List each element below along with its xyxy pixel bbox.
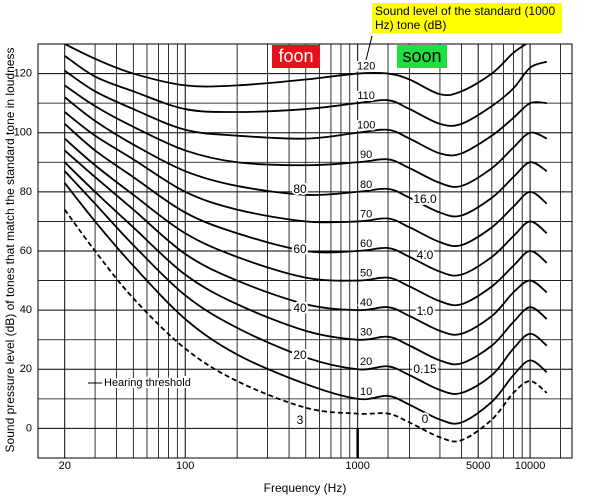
x-tick-label: 20: [59, 460, 71, 472]
phon-label: 60: [293, 242, 307, 256]
curve-label: 80: [360, 179, 372, 191]
plot-frame: [37, 43, 573, 459]
curve-label: 30: [360, 327, 372, 339]
curve-label: Hearing threshold: [104, 377, 191, 389]
y-axis-label: Sound pressure level (dB) of tones that …: [3, 48, 17, 453]
phon-label: 80: [293, 182, 307, 196]
curve-label: 60: [360, 238, 372, 250]
labels: 20 100 1000 5000 10000020406080100120Hearing…: [14, 58, 546, 472]
loudness-curve: [63, 209, 548, 443]
x-tick-label: 5000: [466, 460, 490, 472]
curve-label: 70: [360, 208, 372, 220]
curve-label: 40: [360, 297, 372, 309]
y-tick-label: 0: [26, 422, 32, 434]
x-tick-label: 1000: [345, 460, 369, 472]
loudness-curve: [64, 182, 548, 425]
sone-label: 4.0: [417, 248, 434, 262]
loudness-curve: [64, 55, 548, 127]
phon-label: 3: [297, 413, 304, 427]
y-tick-label: 100: [14, 127, 32, 139]
curve-label: 120: [357, 60, 375, 72]
loudness-curve: [64, 44, 528, 97]
y-tick-label: 120: [14, 67, 32, 79]
y-tick-label: 60: [20, 245, 32, 257]
loudness-curve: [64, 111, 548, 247]
x-tick-label: 10000: [515, 460, 546, 472]
sone-label: 0: [422, 412, 429, 426]
x-axis-label: Frequency (Hz): [264, 481, 347, 495]
curve-label: 10: [360, 386, 372, 398]
curve-label: 20: [360, 356, 372, 368]
y-tick-label: 80: [20, 186, 32, 198]
curve-label: 110: [357, 90, 375, 102]
sone-box: soon: [397, 45, 447, 68]
y-tick-label: 20: [20, 363, 32, 375]
phon-label: 40: [293, 301, 307, 315]
curve-label: 90: [360, 149, 372, 161]
sone-label: 16.0: [413, 192, 437, 206]
loudness-curve: [64, 96, 548, 218]
loudness-curve: [64, 69, 547, 157]
curve-label: 100: [357, 120, 375, 132]
loudness-curve: [64, 161, 548, 366]
y-tick-label: 40: [20, 304, 32, 316]
phon-box: foon: [272, 45, 320, 68]
loudness-curve: [64, 123, 548, 277]
curves: [63, 44, 548, 443]
sone-label: 0.15: [413, 362, 437, 376]
x-tick-label: 100: [176, 460, 194, 472]
loudness-curve: [64, 149, 548, 336]
loudness-curve: [64, 84, 548, 188]
grid: [38, 44, 572, 458]
loudness-curve: [64, 137, 548, 307]
callout: Sound level of the standard (1000 Hz) to…: [372, 3, 562, 33]
sone-label: 1.0: [417, 304, 434, 318]
callout-pointer: [365, 35, 373, 61]
phon-label: 20: [293, 348, 307, 362]
curve-label: 50: [360, 267, 372, 279]
loudness-curve: [64, 170, 548, 395]
